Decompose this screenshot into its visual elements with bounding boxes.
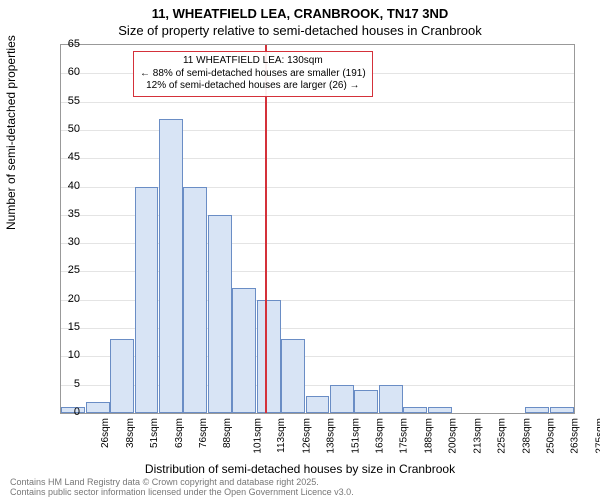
y-tick: 45 [50, 151, 80, 163]
y-tick: 15 [50, 321, 80, 333]
histogram-bar [135, 187, 159, 413]
histogram-bar [257, 300, 281, 413]
x-tick: 163sqm [375, 418, 386, 454]
histogram-bar [428, 407, 452, 413]
x-tick: 63sqm [174, 418, 185, 448]
reference-line [265, 45, 267, 413]
x-tick: 213sqm [472, 418, 483, 454]
x-tick: 51sqm [149, 418, 160, 448]
x-tick: 38sqm [125, 418, 136, 448]
gridline [61, 130, 574, 131]
histogram-bar [208, 215, 232, 413]
footer-line-2: Contains public sector information licen… [10, 488, 354, 498]
y-tick: 5 [50, 378, 80, 390]
chart-footer: Contains HM Land Registry data © Crown c… [10, 478, 354, 498]
x-tick: 88sqm [222, 418, 233, 448]
histogram-bar [159, 119, 183, 413]
y-tick: 20 [50, 293, 80, 305]
chart-subtitle: Size of property relative to semi-detach… [0, 21, 600, 38]
histogram-bar [550, 407, 574, 413]
x-tick: 275sqm [594, 418, 600, 454]
chart-title-address: 11, WHEATFIELD LEA, CRANBROOK, TN17 3ND [0, 0, 600, 21]
y-tick: 55 [50, 95, 80, 107]
x-tick: 26sqm [100, 418, 111, 448]
x-tick: 113sqm [276, 418, 287, 453]
x-tick: 238sqm [521, 418, 532, 454]
gridline [61, 158, 574, 159]
x-tick: 76sqm [198, 418, 209, 448]
histogram-bar [86, 402, 110, 413]
y-tick: 0 [50, 406, 80, 418]
y-tick: 40 [50, 180, 80, 192]
y-tick: 50 [50, 123, 80, 135]
y-tick: 10 [50, 349, 80, 361]
reference-annotation: 11 WHEATFIELD LEA: 130sqm← 88% of semi-d… [133, 51, 373, 97]
histogram-bar [110, 339, 134, 413]
x-tick: 250sqm [546, 418, 557, 454]
y-tick: 65 [50, 38, 80, 50]
annotation-line: ← 88% of semi-detached houses are smalle… [140, 68, 366, 81]
y-tick: 35 [50, 208, 80, 220]
y-tick: 60 [50, 66, 80, 78]
histogram-bar [281, 339, 305, 413]
histogram-bar [403, 407, 427, 413]
histogram-bar [183, 187, 207, 413]
x-tick: 200sqm [448, 418, 459, 454]
x-tick: 263sqm [570, 418, 581, 454]
histogram-bar [379, 385, 403, 413]
x-tick: 101sqm [252, 418, 263, 454]
annotation-line: 12% of semi-detached houses are larger (… [140, 80, 366, 93]
y-tick: 30 [50, 236, 80, 248]
y-axis-label: Number of semi-detached properties [4, 35, 18, 230]
histogram-bar [525, 407, 549, 413]
x-tick: 188sqm [423, 418, 434, 454]
chart-plot-area: 11 WHEATFIELD LEA: 130sqm← 88% of semi-d… [60, 44, 575, 414]
histogram-bar [306, 396, 330, 413]
x-axis-label: Distribution of semi-detached houses by … [0, 462, 600, 476]
histogram-bar [354, 390, 378, 413]
x-tick: 126sqm [301, 418, 312, 454]
annotation-line: 11 WHEATFIELD LEA: 130sqm [140, 55, 366, 68]
x-tick: 151sqm [350, 418, 361, 454]
x-tick: 225sqm [497, 418, 508, 454]
x-tick: 138sqm [326, 418, 337, 454]
y-tick: 25 [50, 264, 80, 276]
histogram-bar [232, 288, 256, 413]
x-tick: 175sqm [399, 418, 410, 454]
gridline [61, 102, 574, 103]
histogram-bar [330, 385, 354, 413]
